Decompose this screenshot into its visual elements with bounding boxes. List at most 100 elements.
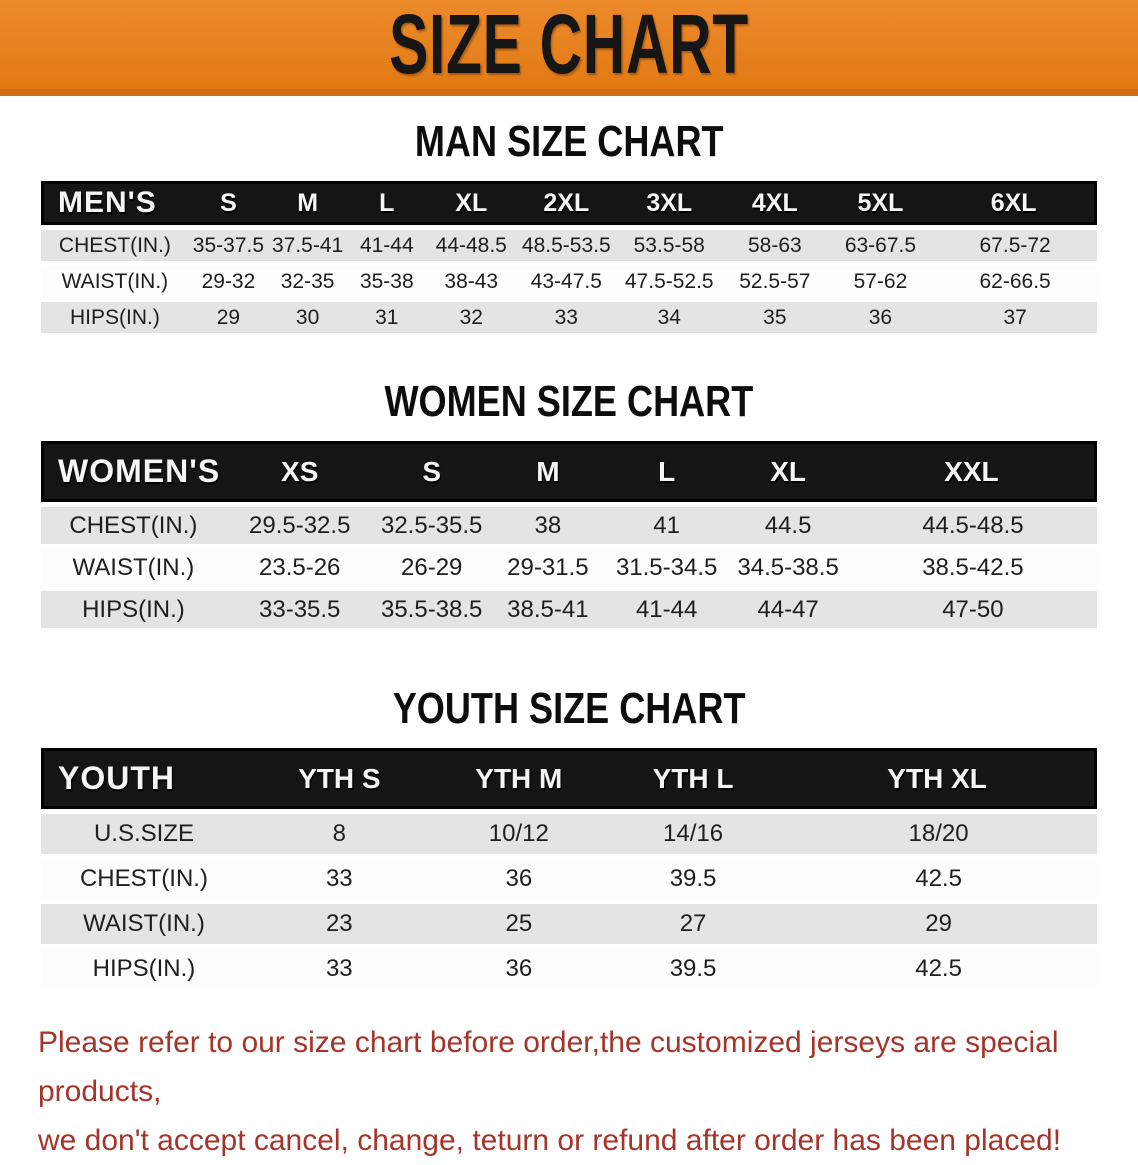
women-size-table: WOMEN'S XS S M L XL XXL CHEST(IN.) 29.5-32.5 32.5… (41, 436, 1097, 633)
measurement-value: 63-67.5 (827, 230, 934, 261)
order-policy-line-1: Please refer to our size chart before or… (38, 1026, 1059, 1108)
measurement-value: 38.5-42.5 (848, 549, 1097, 586)
size-column-header: XS (225, 441, 374, 502)
size-chart-banner: SIZE CHART (0, 0, 1138, 96)
measurement-value: 35-37.5 (188, 230, 269, 261)
size-header-row: YOUTH YTH S YTH M YTH L YTH XL (41, 748, 1097, 809)
measurement-value: 33 (246, 949, 432, 989)
measurement-value: 23.5-26 (225, 549, 374, 586)
measurement-value: 44-47 (727, 591, 849, 628)
measurement-value: 29-32 (188, 266, 269, 297)
size-column-header: 2XL (516, 181, 617, 225)
measurement-value: 43-47.5 (516, 266, 617, 297)
measurement-label: WAIST(IN.) (41, 904, 247, 944)
measurement-label: HIPS(IN.) (41, 302, 189, 333)
measurement-row: HIPS(IN.) 33-35.5 35.5-38.5 38.5-41 41-44 44-… (41, 591, 1097, 628)
measurement-value: 29-31.5 (489, 549, 606, 586)
measurement-value: 38.5-41 (489, 591, 606, 628)
section-title-youth: YOUTH SIZE CHART (0, 683, 1138, 735)
youth-size-chart-section: YOUTH SIZE CHART YOUTH YTH S YTH M YTH L YTH… (0, 683, 1138, 994)
measurement-value: 67.5-72 (933, 230, 1097, 261)
size-column-header: L (347, 181, 427, 225)
measurement-value: 41-44 (605, 591, 728, 628)
measurement-row: U.S.SIZE 8 10/12 14/16 18/20 (41, 814, 1097, 854)
measurement-value: 26-29 (373, 549, 490, 586)
size-column-header: XL (727, 441, 849, 502)
size-column-header: 3XL (616, 181, 723, 225)
measurement-label: U.S.SIZE (41, 814, 247, 854)
section-title-women: WOMEN SIZE CHART (0, 376, 1138, 428)
banner-title: SIZE CHART (389, 0, 749, 91)
measurement-value: 32.5-35.5 (373, 507, 490, 544)
section-title-text: MAN SIZE CHART (414, 117, 724, 166)
measurement-value: 32-35 (268, 266, 348, 297)
measurement-label: HIPS(IN.) (41, 591, 226, 628)
size-column-header: YTH S (246, 748, 432, 809)
measurement-label: WAIST(IN.) (41, 549, 226, 586)
measurement-value: 44.5-48.5 (848, 507, 1097, 544)
measurement-value: 10/12 (431, 814, 606, 854)
measurement-value: 34 (616, 302, 723, 333)
measurement-value: 27 (605, 904, 781, 944)
measurement-value: 57-62 (827, 266, 934, 297)
measurement-value: 41 (605, 507, 728, 544)
measurement-value: 47-50 (848, 591, 1097, 628)
size-column-header: L (605, 441, 728, 502)
size-column-header: 6XL (933, 181, 1097, 225)
youth-size-table: YOUTH YTH S YTH M YTH L YTH XL U.S.SIZE 8 10/12… (41, 743, 1097, 994)
measurement-value: 39.5 (605, 949, 781, 989)
measurement-value: 52.5-57 (722, 266, 828, 297)
men-size-table: MEN'S S M L XL 2XL 3XL 4XL 5XL 6XL CHEST(IN.) 35-37… (41, 176, 1097, 338)
measurement-value: 48.5-53.5 (516, 230, 617, 261)
measurement-value: 33 (516, 302, 617, 333)
size-column-header: YTH XL (780, 748, 1097, 809)
size-column-header: 5XL (827, 181, 934, 225)
size-column-header: 4XL (722, 181, 828, 225)
measurement-value: 62-66.5 (933, 266, 1097, 297)
measurement-row: HIPS(IN.) 33 36 39.5 42.5 (41, 949, 1097, 989)
measurement-value: 41-44 (347, 230, 427, 261)
measurement-value: 14/16 (605, 814, 781, 854)
measurement-value: 44.5 (727, 507, 849, 544)
size-column-header: XXL (848, 441, 1097, 502)
measurement-row: WAIST(IN.) 23.5-26 26-29 29-31.5 31.5-34.5 34… (41, 549, 1097, 586)
section-title-text: WOMEN SIZE CHART (384, 377, 754, 426)
measurement-value: 37.5-41 (268, 230, 348, 261)
size-header-row: MEN'S S M L XL 2XL 3XL 4XL 5XL 6XL (41, 181, 1097, 225)
group-label: WOMEN'S (41, 441, 226, 502)
measurement-value: 36 (827, 302, 934, 333)
measurement-value: 33-35.5 (225, 591, 374, 628)
measurement-value: 32 (426, 302, 517, 333)
measurement-value: 36 (431, 859, 606, 899)
measurement-value: 58-63 (722, 230, 828, 261)
size-column-header: M (268, 181, 348, 225)
measurement-value: 44-48.5 (426, 230, 517, 261)
measurement-row: WAIST(IN.) 23 25 27 29 (41, 904, 1097, 944)
size-column-header: XL (426, 181, 517, 225)
measurement-value: 47.5-52.5 (616, 266, 723, 297)
measurement-label: CHEST(IN.) (41, 230, 189, 261)
measurement-value: 42.5 (780, 859, 1097, 899)
size-header-row: WOMEN'S XS S M L XL XXL (41, 441, 1097, 502)
measurement-value: 35-38 (347, 266, 427, 297)
measurement-row: CHEST(IN.) 33 36 39.5 42.5 (41, 859, 1097, 899)
measurement-value: 35 (722, 302, 828, 333)
measurement-value: 18/20 (780, 814, 1097, 854)
size-column-header: S (188, 181, 269, 225)
measurement-value: 34.5-38.5 (727, 549, 849, 586)
size-column-header: YTH L (605, 748, 781, 809)
order-policy-note: Please refer to our size chart before or… (38, 1018, 1112, 1165)
measurement-label: HIPS(IN.) (41, 949, 247, 989)
size-column-header: YTH M (431, 748, 606, 809)
group-label: MEN'S (41, 181, 189, 225)
measurement-value: 42.5 (780, 949, 1097, 989)
measurement-value: 23 (246, 904, 432, 944)
man-size-chart-section: MAN SIZE CHART MEN'S S M L XL 2XL 3XL 4XL 5XL 6XL… (0, 116, 1138, 338)
measurement-label: CHEST(IN.) (41, 507, 226, 544)
group-label: YOUTH (41, 748, 247, 809)
measurement-row: WAIST(IN.) 29-32 32-35 35-38 38-43 43-47.5 47.… (41, 266, 1097, 297)
section-title-men: MAN SIZE CHART (0, 116, 1138, 168)
measurement-value: 25 (431, 904, 606, 944)
measurement-label: WAIST(IN.) (41, 266, 189, 297)
measurement-value: 38 (489, 507, 606, 544)
